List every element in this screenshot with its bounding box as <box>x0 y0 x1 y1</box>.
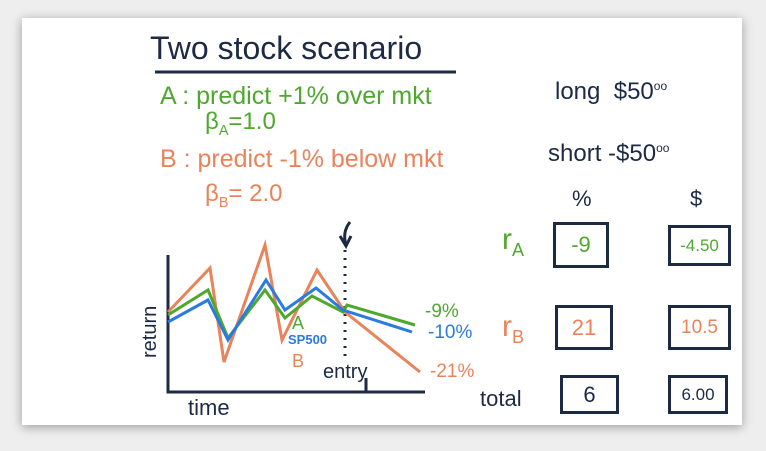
y-axis-label: return <box>139 305 161 358</box>
whiteboard <box>22 18 742 425</box>
ra-dollar-cell: -4.50 <box>668 225 731 266</box>
beta-b: βB= 2.0 <box>205 180 283 211</box>
entry-label: entry <box>323 361 368 383</box>
total-pct-cell: 6 <box>560 375 619 414</box>
series-a-end-value: -9% <box>425 301 459 322</box>
rb-pct-cell: 21 <box>555 305 613 350</box>
stock-a-prediction: A : predict +1% over mkt <box>160 82 432 110</box>
row-label-rb: rB <box>502 310 525 347</box>
dollar-column-header: $ <box>690 186 703 211</box>
entry-arrow-icon <box>338 221 353 250</box>
series-sp500-label: SP500 <box>288 332 328 347</box>
y-axis <box>166 255 425 394</box>
series-sp500-line <box>167 277 413 344</box>
series-sp500-end-value: -10% <box>428 322 473 343</box>
page-title: Two stock scenario <box>150 30 423 66</box>
row-label-ra: rA <box>502 223 525 260</box>
long-position: long $50oo <box>555 78 668 105</box>
series-b-end-value: -21% <box>430 361 475 382</box>
ra-pct-cell: -9 <box>553 222 609 268</box>
short-position: short -$50oo <box>548 140 670 167</box>
beta-a: βA=1.0 <box>205 108 276 139</box>
total-dollar-cell: 6.00 <box>668 375 728 414</box>
pct-column-header: % <box>572 186 592 211</box>
row-label-total: total <box>480 386 522 411</box>
series-a-line <box>167 287 416 341</box>
series-b-label: B <box>292 351 305 371</box>
stock-b-prediction: B : predict -1% below mkt <box>160 145 444 173</box>
x-axis-label: time <box>188 395 230 420</box>
rb-dollar-cell: 10.5 <box>668 305 731 350</box>
series-a-label: A <box>292 313 305 333</box>
